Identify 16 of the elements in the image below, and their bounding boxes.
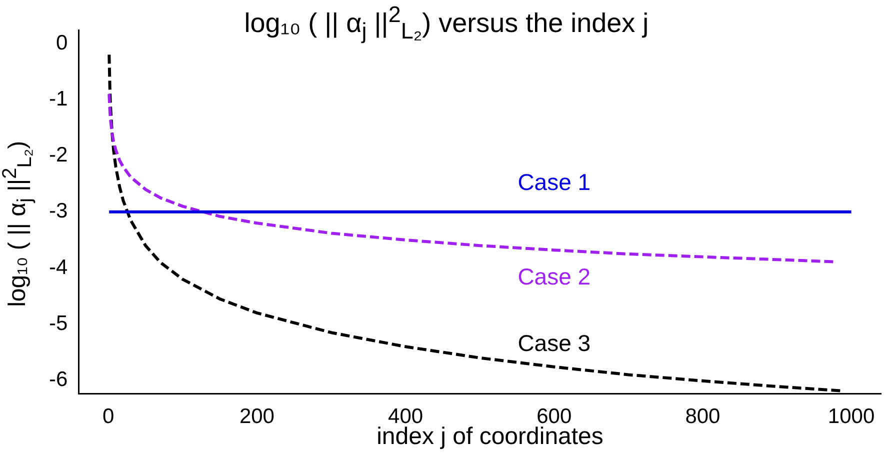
x-tick-label: 1000 — [828, 405, 875, 428]
x-tick-label: 200 — [239, 405, 274, 428]
y-tick-label: -3 — [48, 200, 68, 223]
y-tick-label: -2 — [48, 144, 68, 167]
x-tick-label: 0 — [102, 405, 114, 428]
y-tick-label: -1 — [48, 87, 68, 110]
x-tick-label: 800 — [685, 405, 720, 428]
series-label: Case 2 — [518, 263, 591, 290]
y-tick-label: -6 — [48, 368, 68, 392]
x-axis-title: index j of coordinates — [376, 423, 604, 450]
series-label: Case 3 — [518, 330, 591, 356]
y-tick-label: -5 — [48, 312, 68, 335]
y-tick-label: -4 — [48, 256, 68, 279]
chart-title: log₁₀ ( || α$_{j}$ ||$^{2}$$_{L₂}$) versus the index j — [244, 2, 649, 44]
series-label: Case 1 — [518, 169, 591, 196]
y-tick-label: 0 — [56, 31, 68, 54]
